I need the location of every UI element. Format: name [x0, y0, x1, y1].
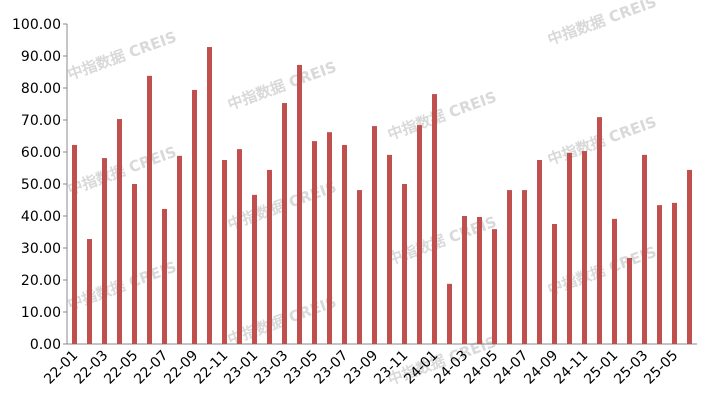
bar: [117, 119, 122, 344]
x-tick-label: 25-05: [641, 348, 681, 388]
y-tick-label: 0.00: [30, 337, 61, 353]
bar: [567, 152, 572, 344]
bar: [687, 169, 692, 344]
watermark: 中指数据 CREIS: [65, 143, 179, 199]
bar: [162, 208, 167, 344]
bar: [432, 94, 437, 344]
watermark: 中指数据 CREIS: [385, 88, 499, 144]
watermark: 中指数据 CREIS: [545, 0, 659, 49]
bar: [402, 184, 407, 344]
bar: [192, 89, 197, 344]
bar: [477, 216, 482, 344]
y-tick-label: 60.00: [21, 145, 61, 161]
bar: [267, 169, 272, 344]
bar: [582, 151, 587, 344]
bar: [522, 190, 527, 344]
bar: [342, 144, 347, 344]
bar: [492, 229, 497, 344]
bar: [207, 47, 212, 344]
bar: [387, 154, 392, 344]
watermark: 中指数据 CREIS: [545, 113, 659, 169]
bar: [102, 158, 107, 344]
bar: [312, 141, 317, 344]
y-tick-label: 20.00: [21, 273, 61, 289]
bar: [462, 216, 467, 344]
y-tick-label: 80.00: [21, 81, 61, 97]
bar: [282, 103, 287, 344]
bar: [597, 117, 602, 345]
watermark: 中指数据 CREIS: [65, 258, 179, 314]
bar: [372, 126, 377, 344]
bar: [357, 190, 362, 344]
bar: [297, 64, 302, 345]
bar: [552, 224, 557, 344]
bar: [612, 218, 617, 344]
y-tick-label: 10.00: [21, 305, 61, 321]
y-tick-label: 70.00: [21, 113, 61, 129]
bar: [222, 160, 227, 344]
bar: [672, 202, 677, 344]
watermark: 中指数据 CREIS: [65, 28, 179, 84]
y-tick-label: 100.00: [12, 17, 61, 33]
bar: [657, 205, 662, 344]
bar: [72, 144, 77, 344]
bar: [627, 257, 632, 344]
y-tick-label: 90.00: [21, 49, 61, 65]
bar: [447, 283, 452, 344]
y-tick-label: 50.00: [21, 177, 61, 193]
bar: [252, 194, 257, 344]
bar: [507, 190, 512, 344]
bar: [177, 155, 182, 344]
bar: [327, 132, 332, 344]
watermark: 中指数据 CREIS: [545, 243, 659, 299]
bar: [87, 239, 92, 344]
y-tick-label: 40.00: [21, 209, 61, 225]
bar: [147, 75, 152, 344]
bar: [132, 184, 137, 344]
bar: [537, 160, 542, 344]
bar: [417, 125, 422, 345]
bar: [237, 149, 242, 344]
y-tick-label: 30.00: [21, 241, 61, 257]
bar: [642, 154, 647, 344]
